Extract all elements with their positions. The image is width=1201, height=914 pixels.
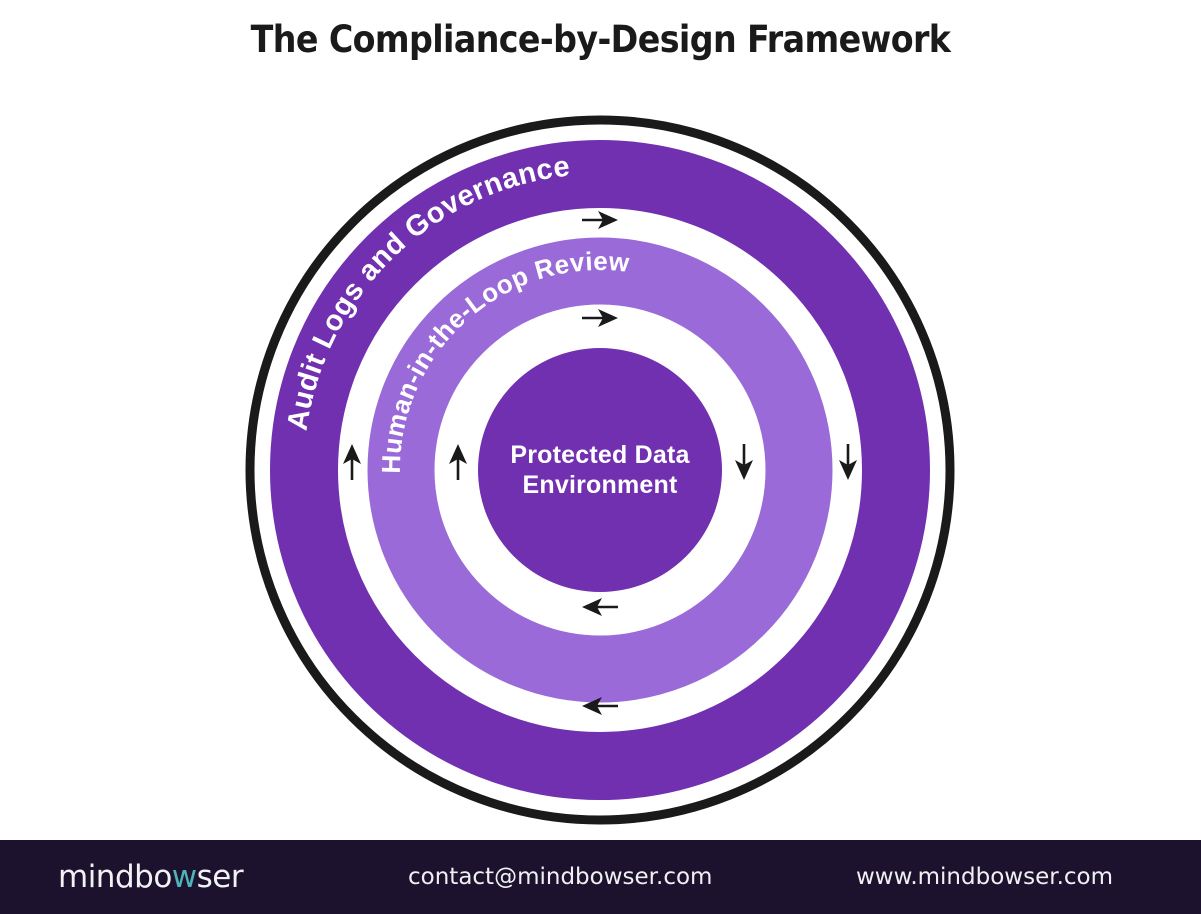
compliance-framework-diagram: Audit Logs and Governance Human-in-the-L… (240, 110, 960, 830)
outer-black-outline-ring (245, 115, 955, 825)
arrow-down-icon (735, 444, 753, 480)
logo-accent-letter: w (171, 859, 197, 895)
ring-middle-band (367, 237, 833, 703)
footer-contact-email[interactable]: contact@mindbowser.com (408, 864, 713, 890)
page-title: The Compliance-by-Design Framework (250, 18, 951, 61)
arrow-up-icon (343, 444, 361, 480)
core-label-line1: Protected Data (510, 441, 690, 469)
core-label-line2: Environment (523, 471, 678, 499)
arrow-down-icon (839, 444, 857, 480)
arrow-left-icon (582, 697, 618, 715)
logo-text-before: mindbo (58, 859, 172, 895)
logo-text-after: ser (196, 859, 244, 895)
arrow-right-icon (582, 211, 618, 229)
footer-bar: mindbowser contact@mindbowser.com www.mi… (0, 840, 1201, 914)
arrow-right-icon (582, 309, 618, 327)
arrow-left-icon (582, 598, 618, 616)
arrow-up-icon (449, 444, 467, 480)
mindbowser-logo: mindbowser (58, 859, 244, 895)
ring-outer-band (270, 140, 930, 800)
footer-website-url[interactable]: www.mindbowser.com (856, 864, 1113, 890)
core-circle (478, 348, 722, 592)
